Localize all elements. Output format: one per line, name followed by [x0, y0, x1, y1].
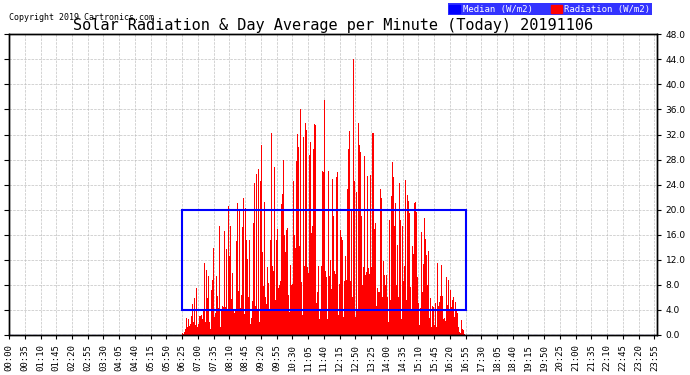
- Bar: [182, 210, 466, 310]
- Text: Copyright 2019 Cartronics.com: Copyright 2019 Cartronics.com: [9, 13, 154, 22]
- Title: Solar Radiation & Day Average per Minute (Today) 20191106: Solar Radiation & Day Average per Minute…: [72, 18, 593, 33]
- Legend: Median (W/m2), Radiation (W/m2): Median (W/m2), Radiation (W/m2): [448, 3, 652, 15]
